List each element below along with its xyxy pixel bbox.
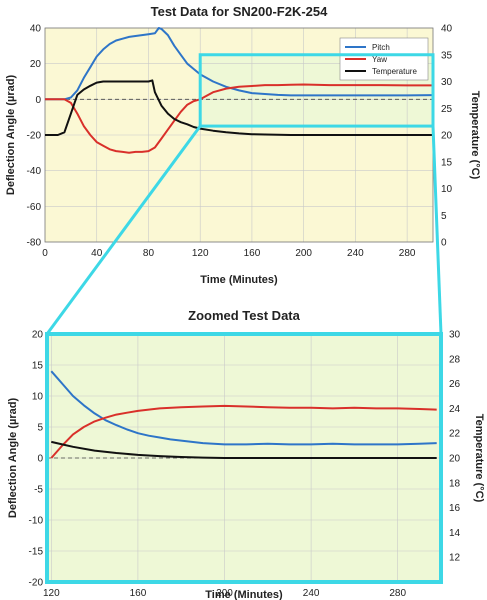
top-x-tick-label: 160	[244, 248, 261, 259]
top-y2-tick-label: 40	[441, 24, 453, 35]
zoom-x-tick-label: 160	[130, 588, 147, 599]
top-x-tick-label: 240	[347, 248, 364, 259]
zoom-x-tick-label: 280	[389, 588, 406, 599]
zoom-chart-title: Zoomed Test Data	[188, 308, 300, 323]
zoom-connector-right	[431, 126, 443, 335]
zoom-y2-tick-label: 28	[449, 354, 461, 365]
zoomed-chart-frame	[45, 332, 443, 584]
zoom-y2-tick-label: 16	[449, 503, 461, 514]
zoom-y2-axis-label: Temperature (°C)	[473, 414, 485, 503]
zoom-x-tick-label: 240	[303, 588, 320, 599]
zoom-series-pitch-line	[50, 370, 437, 446]
top-y2-tick-label: 10	[441, 184, 453, 195]
zoom-y2-tick-label: 20	[449, 454, 461, 465]
top-y-tick-label: -40	[27, 166, 42, 177]
zoom-x-axis-label: Time (Minutes)	[205, 589, 283, 600]
zoom-y2-tick-label: 14	[449, 528, 461, 539]
zoom-chart: 120 160 200 240 280 -20 -15 -10 -5 0 5 10 15 20 12 14 16…	[7, 308, 485, 600]
top-y-axis-label: Deflection Angle (µrad)	[5, 75, 17, 196]
top-y2-tick-label: 35	[441, 50, 453, 61]
top-y2-tick-label: 20	[441, 131, 453, 142]
top-y2-axis-label: Temperature (°C)	[469, 91, 481, 180]
zoom-y2-tick-label: 24	[449, 404, 461, 415]
top-y-tick-label: -60	[27, 202, 42, 213]
top-series-pitch-line	[45, 27, 434, 101]
top-x-tick-label: 0	[42, 248, 48, 259]
top-y-tick-label: 40	[30, 24, 42, 35]
top-series-yaw-line	[45, 83, 433, 154]
zoom-y2-tick-label: 22	[449, 429, 461, 440]
top-y-tick-label: 20	[30, 59, 42, 70]
zoom-y-tick-label: -5	[34, 485, 43, 496]
zoom-series-temperature-line	[51, 440, 437, 459]
zoom-y-tick-label: 15	[32, 361, 44, 372]
top-y-tick-label: 0	[35, 95, 41, 106]
zoom-x-tick-label: 200	[216, 588, 233, 599]
top-y2-tick-label: 15	[441, 157, 453, 168]
legend-label-yaw: Yaw	[372, 55, 387, 64]
top-series-temperature-line	[45, 79, 433, 136]
zoom-x-tick-label: 120	[43, 588, 60, 599]
zoom-y-tick-label: -15	[29, 547, 44, 558]
zoom-y2-tick-label: 12	[449, 553, 461, 564]
top-x-tick-label: 280	[399, 248, 416, 259]
legend: Pitch Yaw Temperature	[339, 37, 429, 81]
zoom-y-tick-label: -20	[29, 578, 44, 589]
top-y2-tick-label: 0	[441, 238, 447, 249]
legend-label-pitch: Pitch	[372, 43, 390, 52]
zoom-y-tick-label: 0	[37, 454, 43, 465]
zoom-series-yaw-line	[50, 404, 437, 459]
zoom-y2-tick-label: 30	[449, 330, 461, 341]
zoom-indicator	[45, 53, 443, 584]
top-x-axis-label: Time (Minutes)	[200, 274, 278, 286]
zoom-y-tick-label: 10	[32, 392, 44, 403]
top-y-tick-label: -20	[27, 131, 42, 142]
top-y2-tick-label: 30	[441, 77, 453, 88]
legend-label-temperature: Temperature	[372, 67, 417, 76]
zoom-connector-left	[45, 125, 202, 335]
top-y2-tick-label: 25	[441, 104, 453, 115]
top-chart: 0 40 80 120 160 200 240 280 -80 -60 -40 -20 0 20 40 0 5 1…	[5, 4, 481, 286]
top-x-tick-label: 80	[143, 248, 155, 259]
top-y2-tick-label: 5	[441, 211, 447, 222]
zoom-y-tick-label: 5	[37, 423, 43, 434]
top-x-tick-label: 40	[91, 248, 103, 259]
top-y-tick-label: -80	[27, 238, 42, 249]
zoom-y-tick-label: -10	[29, 516, 44, 527]
zoom-y2-tick-label: 26	[449, 379, 461, 390]
zoom-y-axis-label: Deflection Angle (µrad)	[7, 398, 19, 519]
top-chart-title: Test Data for SN200-F2K-254	[151, 4, 329, 19]
zoom-y2-tick-label: 18	[449, 478, 461, 489]
zoom-y-tick-label: 20	[32, 330, 44, 341]
zoom-region-rectangle	[198, 53, 435, 128]
top-x-tick-label: 120	[192, 248, 209, 259]
top-x-tick-label: 200	[295, 248, 312, 259]
